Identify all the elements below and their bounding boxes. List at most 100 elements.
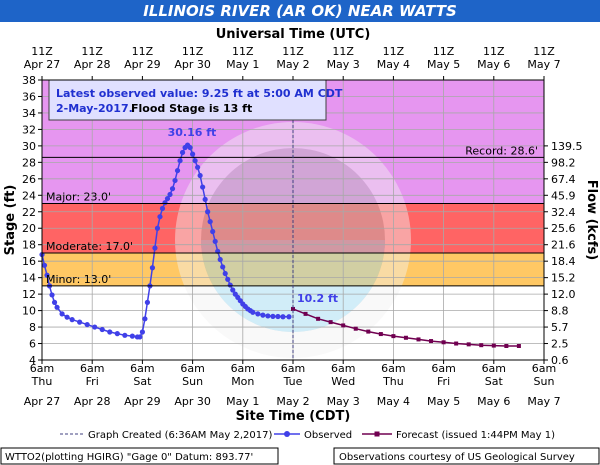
observed-point: [280, 314, 286, 320]
flow-tick-label: 12.0: [551, 288, 576, 301]
observed-point: [44, 272, 50, 278]
observed-point: [159, 205, 166, 212]
top-tick-hour: 11Z: [182, 45, 204, 58]
forecast-point: [303, 311, 308, 316]
x-tick-day: Mon: [231, 375, 254, 388]
x-tick-day: Tue: [283, 375, 303, 388]
x-tick-time: 6am: [80, 362, 104, 375]
forecast-start-label: 10.2 ft: [297, 292, 338, 305]
forecast-point: [429, 339, 434, 344]
x-tick-time: 6am: [281, 362, 305, 375]
top-tick-date: May 5: [427, 58, 460, 71]
observed-point: [275, 313, 281, 320]
observed-point: [172, 177, 178, 184]
top-tick-hour: 11Z: [232, 45, 254, 58]
x-tick-date: May 1: [226, 395, 259, 408]
observed-point: [114, 331, 120, 337]
observed-point: [152, 245, 158, 251]
forecast-point: [479, 343, 484, 348]
observed-point: [286, 314, 292, 320]
flow-tick-label: 8.8: [551, 305, 569, 318]
x-tick-day: Sun: [534, 375, 555, 388]
observed-point: [190, 151, 196, 157]
forecast-point: [403, 335, 408, 340]
forecast-point: [391, 334, 396, 339]
observed-point: [129, 333, 135, 339]
forecast-point: [291, 306, 295, 311]
info-box-flood-stage: Flood Stage is 13 ft: [131, 102, 252, 115]
legend-forecast-marker: [374, 431, 380, 437]
x-tick-date: May 3: [327, 395, 360, 408]
observed-point: [270, 313, 276, 319]
observed-point: [210, 228, 216, 235]
forecast-point: [341, 323, 346, 328]
observed-point: [217, 256, 223, 263]
y-tick-label: 10: [22, 305, 36, 318]
x-tick-time: 6am: [532, 362, 556, 375]
observed-point: [92, 324, 98, 330]
top-tick-hour: 11Z: [282, 45, 304, 58]
flood-category-label: Major: 23.0': [46, 191, 111, 204]
observed-point: [207, 219, 213, 225]
top-tick-date: Apr 29: [124, 58, 161, 71]
observed-point: [59, 311, 65, 317]
y-tick-label: 30: [22, 140, 36, 153]
legend-observed-label: Observed: [304, 430, 352, 441]
top-tick-hour: 11Z: [483, 45, 505, 58]
observed-point: [122, 332, 128, 338]
x-tick-date: May 6: [477, 395, 510, 408]
axis-labels: 4 6 8 10 12 14 16 18 20 22 24 26 28 30 32 34 36 38 0.6 2.5 5…: [3, 27, 599, 424]
top-tick-hour: 11Z: [383, 45, 405, 58]
observed-point: [227, 282, 233, 288]
flood-category-label: Minor: 13.0': [46, 273, 111, 286]
flow-tick-label: 25.6: [551, 222, 576, 235]
y-tick-label: 12: [22, 288, 36, 301]
forecast-point: [466, 342, 471, 347]
y-tick-label: 14: [22, 272, 36, 285]
info-box-line2-date: 2-May-2017.: [56, 102, 133, 115]
x-tick-time: 6am: [431, 362, 455, 375]
y-tick-label: 18: [22, 239, 36, 252]
y-tick-label: 28: [22, 156, 36, 169]
observed-point: [177, 158, 183, 164]
x-tick-time: 6am: [331, 362, 355, 375]
observed-point: [222, 270, 228, 277]
peak-label: 30.16 ft: [168, 126, 217, 139]
forecast-point: [366, 329, 371, 334]
observed-point: [64, 314, 70, 320]
forecast-point: [328, 320, 333, 325]
forecast-point: [353, 326, 358, 331]
y-tick-label: 22: [22, 206, 36, 219]
y-tick-label: 36: [22, 90, 36, 103]
forecast-point: [378, 332, 383, 337]
x-tick-day: Fri: [86, 375, 99, 388]
x-tick-time: 6am: [231, 362, 255, 375]
y-tick-label: 6: [29, 338, 36, 351]
x-tick-date: May 2: [276, 395, 309, 408]
observed-point: [192, 158, 198, 164]
observed-point: [157, 214, 163, 220]
forecast-point: [504, 344, 509, 348]
observed-point: [187, 144, 193, 151]
x-tick-time: 6am: [381, 362, 405, 375]
y2-axis-title: Flow (kcfs): [584, 180, 599, 260]
x-tick-day: Sat: [133, 375, 152, 388]
observed-point: [77, 319, 83, 325]
top-tick-date: May 3: [327, 58, 360, 71]
observed-point: [250, 309, 256, 315]
observed-point: [212, 238, 218, 245]
x-tick-date: Apr 30: [174, 395, 211, 408]
observed-point: [169, 186, 176, 192]
x-tick-day: Sun: [182, 375, 203, 388]
flow-tick-label: 98.2: [551, 156, 576, 169]
x-tick-day: Fri: [437, 375, 450, 388]
observed-point: [154, 225, 161, 231]
forecast-point: [491, 343, 496, 348]
flow-tick-label: 139.5: [551, 140, 583, 153]
flow-tick-label: 0.6: [551, 354, 569, 367]
observed-point: [220, 264, 226, 270]
observed-point: [200, 184, 206, 190]
legend: Graph Created (6:36AM May 2,2017) Observ…: [60, 430, 555, 441]
observed-point: [195, 164, 201, 170]
